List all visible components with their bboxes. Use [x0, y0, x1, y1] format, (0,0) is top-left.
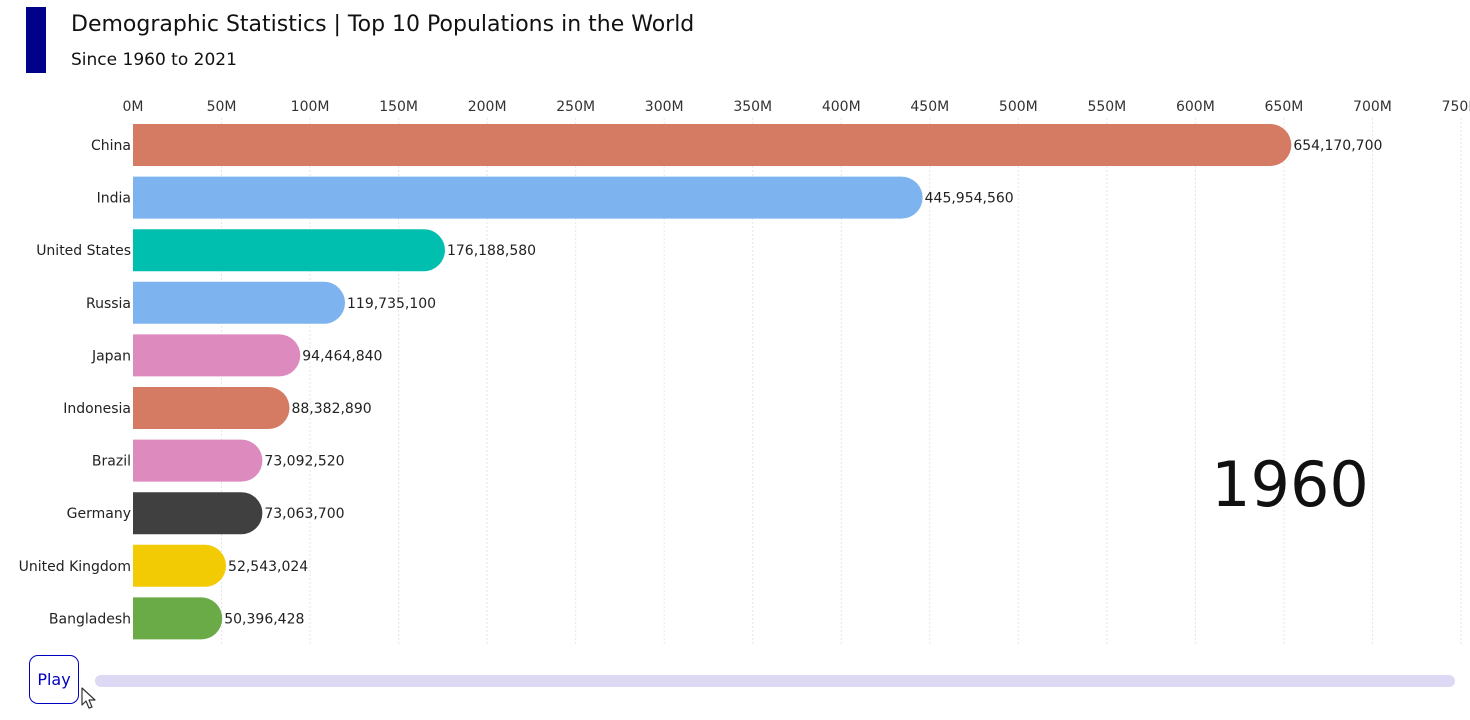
x-tick-label: 450M — [910, 99, 949, 115]
bar — [133, 124, 1292, 166]
category-label: United States — [36, 243, 131, 259]
x-tick-label: 350M — [733, 99, 772, 115]
category-label: Germany — [67, 506, 131, 522]
category-label: Indonesia — [63, 401, 131, 417]
data-label: 445,954,560 — [925, 191, 1014, 207]
category-label: India — [97, 191, 131, 207]
bar — [133, 334, 301, 377]
x-tick-label: 500M — [999, 99, 1038, 115]
bar — [133, 229, 445, 272]
mouse-cursor-icon — [81, 687, 96, 709]
data-label: 73,063,700 — [264, 506, 344, 522]
x-tick-label: 400M — [822, 99, 861, 115]
x-tick-label: 750M — [1442, 99, 1470, 115]
data-label: 52,543,024 — [228, 559, 308, 575]
data-label: 50,396,428 — [224, 611, 304, 627]
x-tick-label: 50M — [207, 99, 237, 115]
data-label: 94,464,840 — [302, 348, 382, 364]
bar — [133, 597, 223, 640]
data-label: 73,092,520 — [264, 454, 344, 470]
category-label: Bangladesh — [49, 611, 131, 627]
x-tick-label: 700M — [1353, 99, 1392, 115]
chart-subtitle: Since 1960 to 2021 — [71, 50, 237, 70]
bar — [133, 176, 923, 219]
bar — [133, 544, 227, 587]
data-label: 176,188,580 — [447, 243, 536, 259]
bar — [133, 387, 290, 429]
category-label: Japan — [91, 348, 131, 364]
data-label: 119,735,100 — [347, 296, 436, 312]
x-tick-label: 200M — [468, 99, 507, 115]
category-label: China — [91, 138, 131, 154]
x-tick-label: 650M — [1265, 99, 1304, 115]
x-tick-label: 250M — [556, 99, 595, 115]
play-button[interactable]: Play — [29, 655, 79, 704]
year-label: 1960 — [1211, 448, 1369, 521]
x-tick-label: 150M — [379, 99, 418, 115]
title-accent-bar — [26, 7, 46, 73]
x-tick-label: 600M — [1176, 99, 1215, 115]
x-tick-label: 300M — [645, 99, 684, 115]
data-label: 88,382,890 — [291, 401, 371, 417]
timeline-slider[interactable] — [95, 675, 1455, 687]
chart-title: Demographic Statistics | Top 10 Populati… — [71, 12, 695, 37]
bar — [133, 439, 263, 482]
x-tick-label: 0M — [123, 99, 144, 115]
x-tick-label: 550M — [1087, 99, 1126, 115]
bar — [133, 492, 263, 535]
x-tick-label: 100M — [291, 99, 330, 115]
category-label: United Kingdom — [19, 559, 131, 575]
bar-chart: 0M 50M 100M 150M 200M 250M 300M 350M 400M 450M 500… — [19, 99, 1470, 645]
data-label: 654,170,700 — [1293, 138, 1382, 154]
bar — [133, 281, 346, 324]
category-label: Russia — [86, 296, 131, 312]
category-label: Brazil — [92, 454, 131, 470]
